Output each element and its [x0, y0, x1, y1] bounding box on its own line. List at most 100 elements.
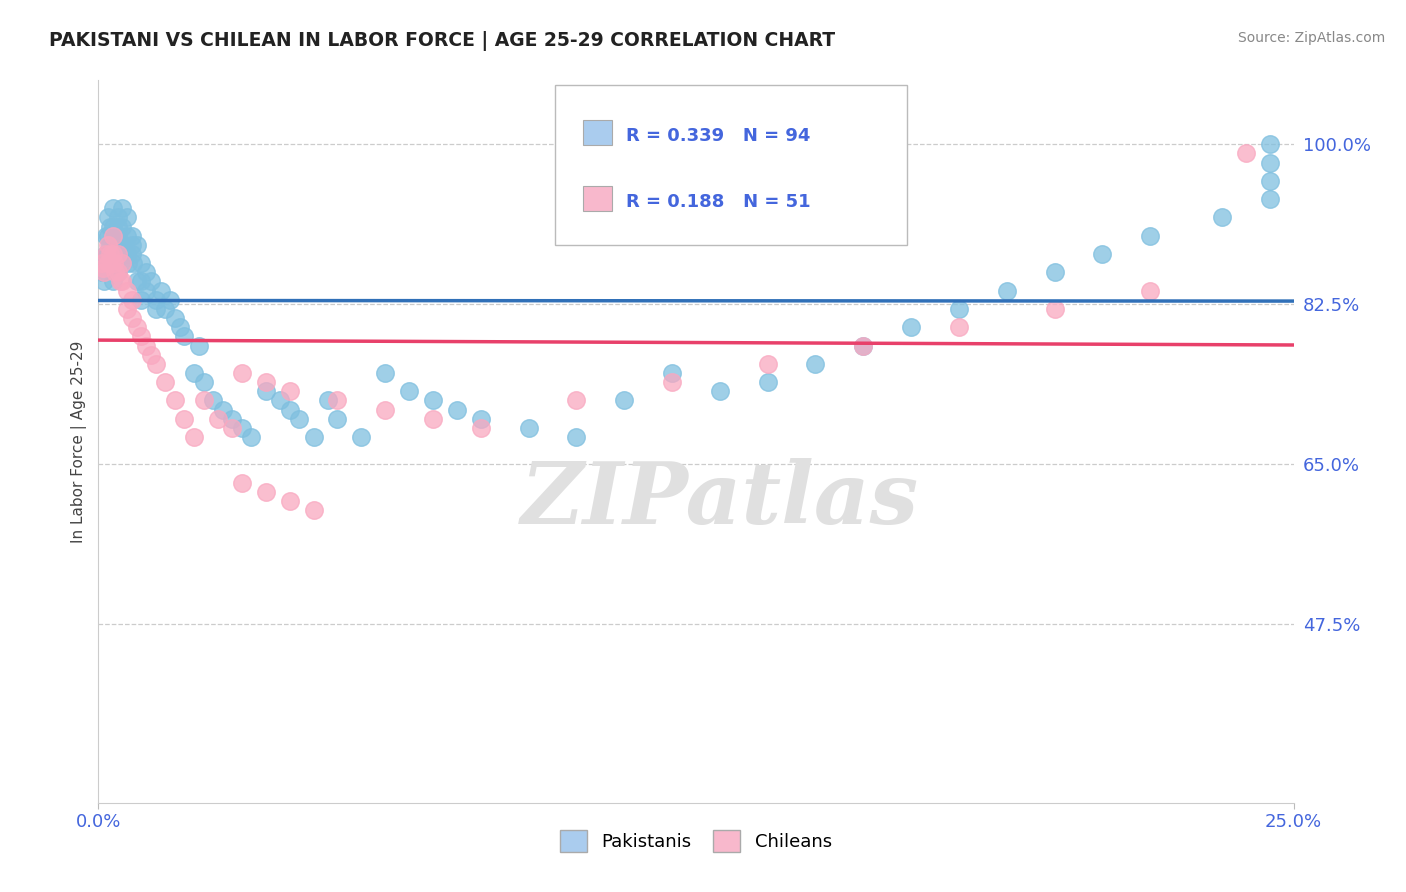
Point — [97, 228, 120, 243]
Point — [398, 384, 420, 399]
Point — [221, 411, 243, 425]
Point — [101, 247, 124, 261]
Point — [145, 357, 167, 371]
Point — [97, 238, 120, 252]
Point — [173, 411, 195, 425]
Point — [221, 421, 243, 435]
Point — [101, 219, 124, 234]
Point — [121, 228, 143, 243]
Point — [173, 329, 195, 343]
Point — [107, 211, 129, 225]
Point — [107, 219, 129, 234]
Point — [470, 411, 492, 425]
Text: PAKISTANI VS CHILEAN IN LABOR FORCE | AGE 25-29 CORRELATION CHART: PAKISTANI VS CHILEAN IN LABOR FORCE | AG… — [49, 31, 835, 51]
Point — [115, 284, 138, 298]
Point — [231, 475, 253, 490]
Point — [101, 256, 124, 270]
Point — [94, 228, 117, 243]
Point — [91, 256, 114, 270]
Point — [98, 219, 122, 234]
Point — [169, 320, 191, 334]
Point — [101, 275, 124, 289]
Point — [565, 430, 588, 444]
Point — [155, 301, 177, 316]
Point — [91, 265, 114, 279]
Point — [114, 247, 136, 261]
Point — [1234, 146, 1257, 161]
Point — [193, 393, 215, 408]
Point — [1258, 192, 1281, 206]
Point — [756, 357, 779, 371]
Point — [103, 256, 125, 270]
Legend: Pakistanis, Chileans: Pakistanis, Chileans — [553, 822, 839, 859]
Point — [613, 393, 636, 408]
Point — [121, 238, 143, 252]
Point — [108, 275, 131, 289]
Point — [254, 484, 277, 499]
Point — [111, 238, 134, 252]
Point — [374, 402, 396, 417]
Point — [231, 421, 253, 435]
Point — [302, 503, 325, 517]
Point — [709, 384, 731, 399]
Point — [995, 284, 1018, 298]
Point — [125, 320, 148, 334]
Point — [139, 275, 162, 289]
Point — [1043, 301, 1066, 316]
Point — [1258, 137, 1281, 152]
Point — [207, 411, 229, 425]
Point — [661, 375, 683, 389]
Point — [900, 320, 922, 334]
Point — [135, 338, 157, 352]
Point — [278, 384, 301, 399]
Point — [101, 238, 124, 252]
Point — [107, 247, 129, 261]
Point — [145, 293, 167, 307]
Point — [115, 228, 138, 243]
Point — [94, 247, 117, 261]
Point — [1258, 174, 1281, 188]
Point — [350, 430, 373, 444]
Point — [98, 247, 122, 261]
Point — [125, 275, 148, 289]
Point — [96, 256, 118, 270]
Point — [155, 375, 177, 389]
Point — [1258, 155, 1281, 169]
Point — [183, 366, 205, 380]
Point — [852, 338, 875, 352]
Point — [240, 430, 263, 444]
Point — [115, 211, 138, 225]
Point — [111, 275, 134, 289]
Point — [288, 411, 311, 425]
Point — [278, 402, 301, 417]
Y-axis label: In Labor Force | Age 25-29: In Labor Force | Age 25-29 — [72, 341, 87, 542]
Point — [98, 238, 122, 252]
Point — [115, 247, 138, 261]
Text: ZIPatlas: ZIPatlas — [520, 458, 920, 541]
Point — [852, 338, 875, 352]
Point — [948, 301, 970, 316]
Point — [131, 293, 153, 307]
Point — [326, 393, 349, 408]
Point — [316, 393, 339, 408]
Point — [145, 301, 167, 316]
Point — [517, 421, 540, 435]
Point — [107, 265, 129, 279]
Point — [756, 375, 779, 389]
Point — [187, 338, 209, 352]
Point — [446, 402, 468, 417]
Point — [108, 238, 131, 252]
Point — [661, 366, 683, 380]
Point — [211, 402, 233, 417]
Point — [193, 375, 215, 389]
Point — [565, 393, 588, 408]
Point — [278, 494, 301, 508]
Point — [97, 256, 120, 270]
Point — [104, 265, 127, 279]
Point — [202, 393, 225, 408]
Point — [111, 219, 134, 234]
Point — [111, 256, 134, 270]
Point — [254, 384, 277, 399]
Point — [1139, 284, 1161, 298]
Point — [121, 256, 143, 270]
